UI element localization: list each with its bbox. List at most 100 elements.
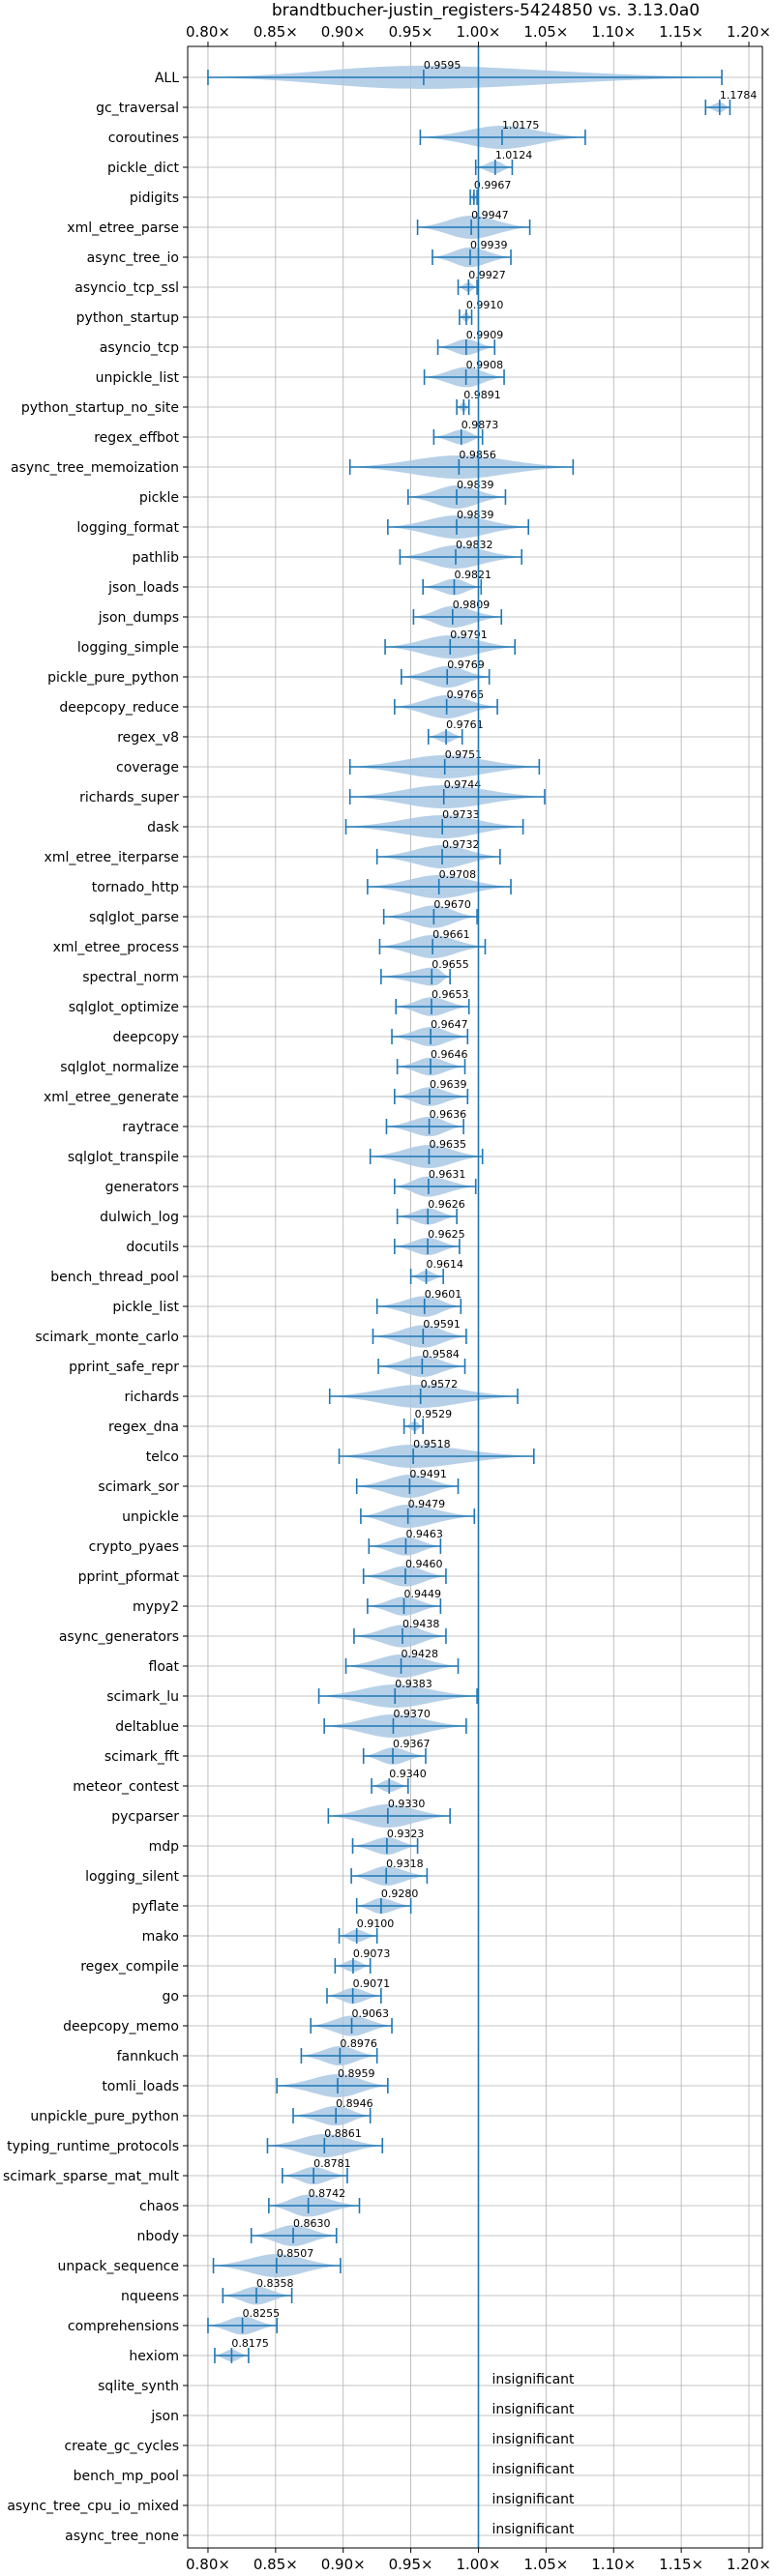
x-tick-label-top: 1.00× [457,23,501,41]
mean-value-label: 0.9646 [431,1048,468,1061]
benchmark-label: dulwich_log [100,1210,179,1225]
mean-value-label: 0.9073 [353,1947,391,1960]
mean-value-label: 0.9821 [454,569,491,581]
benchmark-label: fannkuch [117,2049,179,2064]
x-tick-label-bottom: 0.90× [321,2556,366,2572]
mean-value-label: 0.9908 [466,359,503,371]
mean-value-label: 0.9318 [386,1858,424,1870]
benchmark-label: pidigits [130,190,179,206]
benchmark-label: crypto_pyaes [89,1539,179,1555]
mean-value-label: 0.8358 [256,2277,294,2290]
mean-value-label: 0.9438 [402,1618,440,1630]
benchmark-label: telco [146,1449,179,1465]
mean-value-label: 0.8175 [231,2337,269,2350]
benchmark-label: async_tree_memoization [11,460,179,476]
mean-value-label: 0.9635 [429,1138,466,1151]
benchmark-label: mdp [149,1839,180,1855]
x-tick-label-bottom: 0.85× [253,2556,298,2572]
benchmark-label: logging_format [76,520,179,536]
benchmark-label: mypy2 [133,1599,179,1615]
benchmark-label: deepcopy_reduce [59,700,179,716]
mean-value-label: 0.9518 [413,1438,451,1450]
benchmark-label: raytrace [122,1120,179,1135]
mean-value-label: 0.9967 [474,179,512,191]
benchmark-label: deepcopy [113,1030,179,1045]
mean-value-label: 0.9809 [453,599,491,611]
insignificant-label: insignificant [491,2432,575,2447]
benchmark-label: async_tree_cpu_io_mixed [7,2499,179,2514]
mean-value-label: 0.9636 [430,1108,467,1121]
mean-value-label: 0.9856 [459,449,496,461]
plot-frame [187,45,763,2549]
benchmark-label: spectral_norm [82,970,179,985]
benchmark-label: sqlglot_normalize [60,1060,179,1075]
insignificant-label: insignificant [491,2372,575,2387]
benchmark-label: nbody [137,2229,180,2244]
mean-value-label: 0.9751 [445,748,483,761]
mean-value-label: 0.9280 [381,1888,419,1900]
mean-value-label: 0.9631 [429,1168,466,1181]
mean-value-label: 0.9647 [431,1018,468,1031]
mean-value-label: 0.8742 [309,2187,346,2200]
benchmark-label: docutils [126,1240,179,1255]
benchmark-label: gc_traversal [96,101,179,116]
benchmark-label: scimark_monte_carlo [35,1330,179,1345]
mean-value-label: 0.9832 [456,539,493,551]
benchmark-label: deltablue [115,1719,179,1735]
benchmark-label: typing_runtime_protocols [7,2139,179,2154]
benchmark-label: asyncio_tcp [100,340,179,356]
benchmark-label: coroutines [108,131,179,146]
mean-value-label: 0.9655 [432,958,469,971]
x-tick-label-bottom: 0.80× [186,2556,230,2572]
benchmark-label: xml_etree_process [53,940,179,955]
mean-value-label: 0.9063 [352,2007,390,2020]
benchmark-label: pprint_safe_repr [69,1360,179,1375]
mean-value-label: 0.8255 [243,2307,281,2320]
mean-value-label: 0.9529 [415,1408,453,1420]
benchmark-label: sqlglot_parse [89,910,179,925]
mean-value-label: 0.9653 [432,988,469,1001]
benchmark-label: comprehensions [68,2319,179,2334]
benchmark-label: pycparser [111,1809,179,1825]
x-tick-label-bottom: 1.15× [659,2556,703,2572]
marks-layer: 0.9595 1.1784 1.0175 1.0124 0.9967 0.9947 0.99… [207,46,757,2548]
benchmark-label: pickle_pure_python [47,670,179,686]
mean-value-label: 0.9572 [421,1378,459,1390]
mean-value-label: 0.9761 [446,718,484,731]
benchmark-label: pickle_list [112,1300,179,1315]
x-tick-label-top: 0.95× [389,23,433,41]
benchmark-label: sqlite_synth [98,2379,179,2394]
benchmark-label: json_loads [107,580,179,596]
mean-value-label: 0.9463 [405,1528,443,1540]
benchmark-label: unpickle [122,1509,179,1525]
benchmark-label: pathlib [133,550,180,566]
x-tick-label-top: 1.15× [659,23,703,41]
benchmark-label: bench_thread_pool [50,1270,179,1285]
benchmark-label: generators [105,1180,179,1195]
benchmark-label: nqueens [121,2289,179,2304]
mean-value-label: 0.9625 [428,1228,465,1241]
mean-value-label: 0.9601 [425,1288,462,1301]
benchmark-label: mako [142,1929,179,1945]
mean-value-label: 0.9670 [433,898,471,911]
x-tick-label-top: 1.20× [727,23,771,41]
mean-value-label: 0.8861 [324,2127,362,2140]
axis-layer: 0.80× 0.80× 0.85× 0.85× 0.90× 0.90× 0.95× 0.95×… [3,23,771,2573]
mean-value-label: 0.9614 [427,1258,464,1271]
mean-value-label: 0.8976 [340,2037,377,2050]
x-tick-label-top: 1.10× [591,23,636,41]
mean-value-label: 0.9891 [463,389,501,401]
mean-value-label: 0.9708 [439,868,477,881]
benchmark-label: regex_compile [80,1959,179,1975]
mean-value-label: 0.9769 [447,659,485,671]
benchmark-label: dask [147,820,180,835]
mean-value-label: 0.9732 [442,838,480,851]
benchmark-label: bench_mp_pool [74,2469,179,2484]
mean-value-label: 0.9626 [428,1198,465,1211]
insignificant-label: insignificant [491,2402,575,2417]
mean-value-label: 0.9071 [353,1977,391,1990]
mean-value-label: 0.9909 [466,329,503,341]
mean-value-label: 0.9449 [403,1588,441,1600]
mean-value-label: 0.9383 [395,1678,432,1690]
benchmark-label: asyncio_tcp_ssl [74,280,179,296]
